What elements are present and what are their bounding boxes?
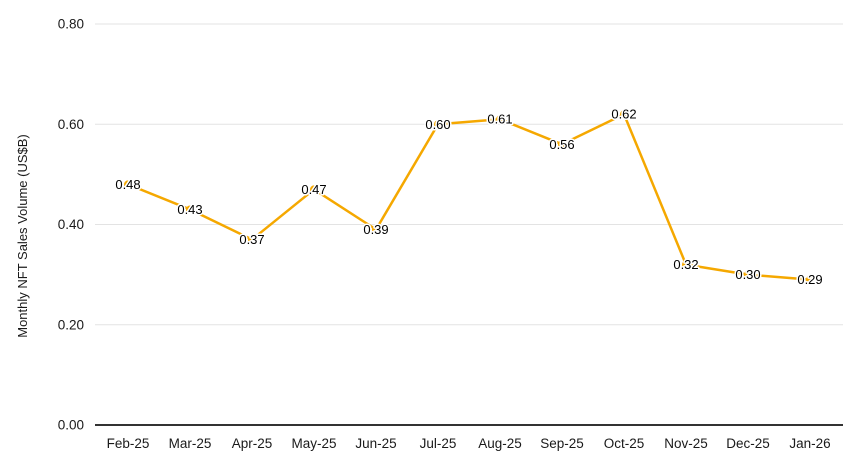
data-point-marker[interactable] [310,185,318,194]
data-point-label: 0.47 [301,182,326,197]
y-tick-label: 0.20 [58,317,84,332]
data-point-label: 0.56 [549,137,574,152]
data-point-marker[interactable] [434,120,442,129]
x-tick-label: Aug-25 [478,436,522,451]
data-point-marker[interactable] [186,205,194,214]
series-line [126,112,812,281]
data-point-marker[interactable] [496,115,504,124]
data-point-label: 0.62 [611,107,636,122]
y-tick-label: 0.80 [58,17,84,32]
data-point-label: 0.39 [363,222,388,237]
data-point-marker[interactable] [372,225,380,234]
data-point-label: 0.61 [487,112,512,127]
data-point-label: 0.30 [735,267,760,282]
x-tick-label: Oct-25 [604,436,645,451]
data-point-label: 0.37 [239,232,264,247]
x-tick-label: Sep-25 [540,436,584,451]
data-point-label: 0.43 [177,202,202,217]
y-tick-label: 0.40 [58,217,84,232]
data-point-marker[interactable] [558,140,566,149]
data-point-label: 0.32 [673,257,698,272]
x-tick-label: Jul-25 [420,436,457,451]
x-tick-label: Jan-26 [789,436,830,451]
data-point-marker[interactable] [806,275,814,284]
data-point-marker[interactable] [620,110,628,119]
data-point-label: 0.48 [115,177,140,192]
data-point-marker[interactable] [124,180,132,189]
x-tick-label: May-25 [291,436,336,451]
x-tick-label: Dec-25 [726,436,770,451]
data-point-marker[interactable] [248,235,256,244]
y-tick-label: 0.60 [58,117,84,132]
y-axis-title-text: Monthly NFT Sales Volume (US$B) [15,134,30,338]
x-tick-label: Jun-25 [355,436,396,451]
x-tick-label: Mar-25 [169,436,212,451]
data-point-label: 0.29 [797,272,822,287]
x-tick-label: Feb-25 [107,436,150,451]
x-tick-label: Nov-25 [664,436,708,451]
data-point-label: 0.60 [425,117,450,132]
data-point-marker[interactable] [744,270,752,279]
x-tick-label: Apr-25 [232,436,273,451]
data-point-marker[interactable] [682,260,690,269]
y-tick-label: 0.00 [58,418,84,433]
